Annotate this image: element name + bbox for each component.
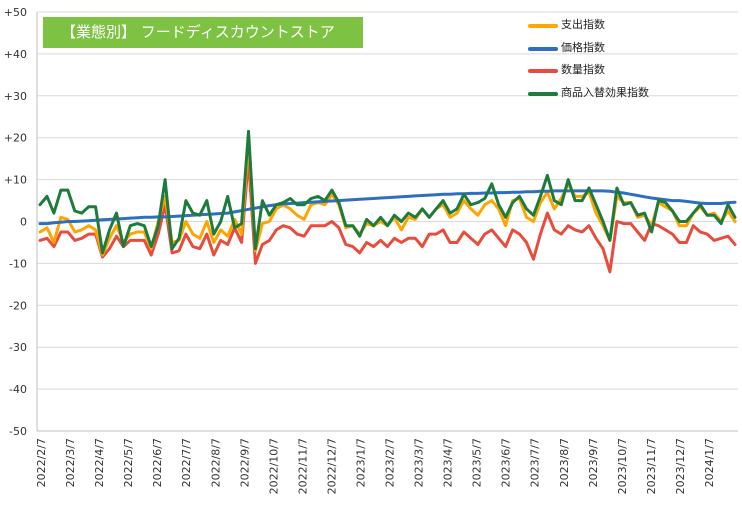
x-tick-label: 2022/9/7	[238, 438, 251, 487]
x-tick-label: 2023/10/7	[616, 438, 629, 494]
x-tick-label: 2023/2/7	[384, 438, 397, 487]
legend-item: 価格指数	[528, 39, 688, 62]
x-tick-label: 2022/11/7	[296, 438, 309, 494]
legend-item: 商品入替効果指数	[528, 84, 688, 107]
x-tick-label: 2022/5/7	[122, 438, 135, 487]
legend: 支出指数 価格指数 数量指数 商品入替効果指数	[528, 16, 688, 106]
y-tick-label: -50	[9, 425, 27, 438]
legend-label: 価格指数	[561, 40, 605, 54]
x-tick-label: 2022/7/7	[180, 438, 193, 487]
y-tick-labels: +50 +40 +30 +20 +10 0 -10 -20 -30 -40 -50	[4, 6, 27, 438]
y-tick-label: -30	[9, 341, 27, 354]
series-line	[38, 189, 737, 226]
x-tick-label: 2023/11/7	[645, 438, 658, 494]
y-tick-label: 0	[20, 216, 27, 229]
x-tick-label: 2023/1/7	[354, 438, 367, 487]
x-tick-label: 2023/12/7	[674, 438, 687, 494]
x-tick-label: 2024/1/7	[703, 438, 716, 487]
y-tick-label: +30	[4, 90, 27, 103]
legend-item: 支出指数	[528, 16, 688, 39]
x-tick-label: 2022/4/7	[93, 438, 106, 487]
legend-label: 数量指数	[561, 63, 605, 76]
y-tick-label: +40	[4, 48, 27, 61]
x-tick-label: 2023/7/7	[529, 438, 542, 487]
legend-swatch	[528, 24, 558, 28]
x-tick-label: 2023/3/7	[413, 438, 426, 487]
x-tick-label: 2023/5/7	[471, 438, 484, 487]
legend-item: 数量指数	[528, 61, 688, 84]
x-tick-label: 2022/3/7	[64, 438, 77, 487]
x-tick-label: 2022/12/7	[325, 438, 338, 494]
legend-swatch	[528, 46, 558, 51]
x-tick-label: 2022/6/7	[151, 438, 164, 487]
x-tick-label: 2023/9/7	[587, 438, 600, 487]
x-tick-labels: 2022/2/7 2022/3/7 2022/4/7 2022/5/7 2022/6/7…	[35, 438, 716, 494]
chart-title: 【業態別】 フードディスカウントストア	[43, 17, 363, 48]
legend-swatch	[528, 69, 558, 73]
y-tick-label: -40	[9, 383, 27, 396]
y-tick-label: -10	[9, 257, 27, 270]
series-lines	[38, 129, 737, 274]
x-tick-label: 2023/4/7	[442, 438, 455, 487]
axes	[36, 12, 738, 432]
y-tick-label: -20	[9, 299, 27, 312]
y-tick-label: +50	[4, 6, 27, 19]
legend-swatch	[528, 91, 558, 96]
x-tick-label: 2023/6/7	[500, 438, 513, 487]
legend-label: 商品入替効果指数	[561, 85, 649, 99]
legend-label: 支出指数	[561, 18, 605, 31]
x-tick-label: 2023/8/7	[558, 438, 571, 487]
series-line	[38, 157, 737, 274]
series-line	[38, 129, 737, 255]
x-tick-label: 2022/8/7	[209, 438, 222, 487]
x-tick-label: 2022/2/7	[35, 438, 48, 487]
y-tick-label: +10	[4, 174, 27, 187]
x-tick-label: 2022/10/7	[267, 438, 280, 494]
y-tick-label: +20	[4, 132, 27, 145]
